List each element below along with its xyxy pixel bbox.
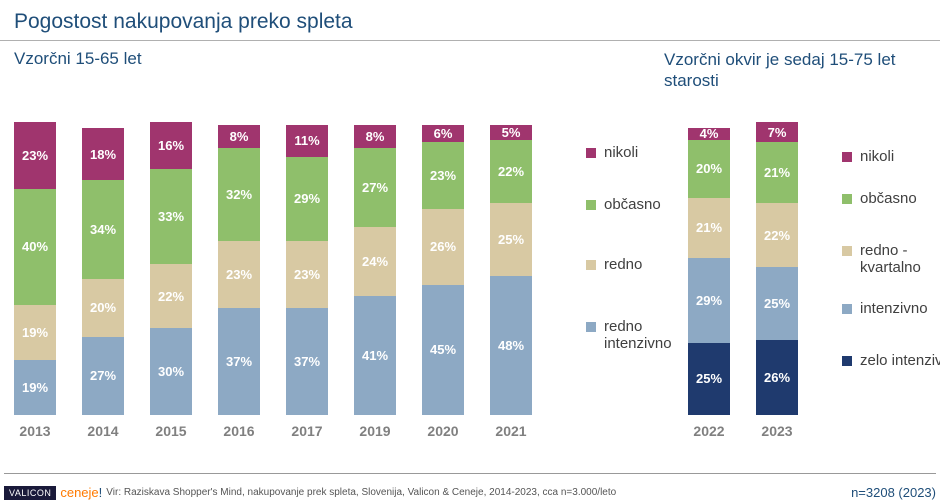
year-label-2016: 2016: [223, 423, 254, 439]
year-label-2022: 2022: [693, 423, 724, 439]
seg-2020-redno_intenzivno: 45%: [422, 285, 464, 416]
seg-2015-redno: 22%: [150, 264, 192, 328]
seg-2016-redno_intenzivno: 37%: [218, 308, 260, 415]
legend-label: redno: [604, 256, 642, 273]
year-label-2020: 2020: [427, 423, 458, 439]
seg-2022-zelo_intenzivno: 25%: [688, 343, 730, 416]
chart-title: Pogostost nakupovanja preko spleta: [0, 0, 940, 41]
year-label-2013: 2013: [19, 423, 50, 439]
seg-2020-obcasno: 23%: [422, 142, 464, 209]
bar-2013: 19%19%40%23%2013: [14, 122, 56, 415]
subtitle-row: Vzorčni 15-65 let Vzorčni okvir je sedaj…: [0, 41, 940, 92]
legend-label: občasno: [604, 196, 661, 213]
legend-swatch: [586, 200, 596, 210]
bar-2014: 27%20%34%18%2014: [82, 128, 124, 415]
legend-label: nikoli: [604, 144, 638, 161]
chart-area: 19%19%40%23%201327%20%34%18%201430%22%33…: [14, 108, 926, 443]
legend-label: intenzivno: [860, 300, 928, 317]
seg-2015-obcasno: 33%: [150, 169, 192, 265]
seg-2021-nikoli: 5%: [490, 125, 532, 140]
legend-item: nikoli: [586, 144, 708, 161]
footer-n: n=3208 (2023): [851, 485, 936, 500]
legend-label: zelo intenzivno: [860, 352, 940, 369]
legend-item: redno intenzivno: [586, 318, 708, 353]
seg-2014-redno_intenzivno: 27%: [82, 337, 124, 415]
seg-2022-nikoli: 4%: [688, 128, 730, 140]
bar-2017: 37%23%29%11%2017: [286, 125, 328, 415]
legend-item: občasno: [586, 196, 708, 213]
seg-2020-nikoli: 6%: [422, 125, 464, 142]
legend-swatch: [842, 246, 852, 256]
seg-2019-redno_intenzivno: 41%: [354, 296, 396, 415]
bar-2021: 48%25%22%5%2021: [490, 125, 532, 415]
footer: VALICON ceneje! Vir: Raziskava Shopper's…: [4, 485, 936, 500]
legend-swatch: [586, 260, 596, 270]
legend-swatch: [586, 322, 596, 332]
seg-2019-redno: 24%: [354, 227, 396, 297]
logo-ceneje: ceneje!: [60, 485, 102, 500]
seg-2020-redno: 26%: [422, 209, 464, 284]
seg-2013-redno: 19%: [14, 305, 56, 360]
seg-2021-obcasno: 22%: [490, 140, 532, 204]
year-label-2017: 2017: [291, 423, 322, 439]
year-label-2014: 2014: [87, 423, 118, 439]
seg-2019-obcasno: 27%: [354, 148, 396, 226]
seg-2014-redno: 20%: [82, 279, 124, 337]
seg-2016-obcasno: 32%: [218, 148, 260, 241]
seg-2017-nikoli: 11%: [286, 125, 328, 157]
seg-2023-redno_kvartalno: 22%: [756, 203, 798, 267]
legend-swatch: [586, 148, 596, 158]
seg-2014-obcasno: 34%: [82, 180, 124, 279]
seg-2019-nikoli: 8%: [354, 125, 396, 148]
legend-label: nikoli: [860, 148, 894, 165]
seg-2014-nikoli: 18%: [82, 128, 124, 180]
seg-2013-nikoli: 23%: [14, 122, 56, 189]
footer-rule: [4, 473, 936, 474]
legend-label: občasno: [860, 190, 917, 207]
bar-2023: 26%25%22%21%7%2023: [756, 122, 798, 415]
subtitle-left: Vzorčni 15-65 let: [14, 49, 574, 92]
seg-2017-redno_intenzivno: 37%: [286, 308, 328, 415]
legend-swatch: [842, 356, 852, 366]
year-label-2019: 2019: [359, 423, 390, 439]
legend-swatch: [842, 194, 852, 204]
seg-2017-obcasno: 29%: [286, 157, 328, 241]
seg-2015-redno_intenzivno: 30%: [150, 328, 192, 415]
legend-item: redno: [586, 256, 708, 273]
seg-2021-redno: 25%: [490, 203, 532, 276]
footer-source: Vir: Raziskava Shopper's Mind, nakupovan…: [106, 487, 616, 498]
logo-valicon: VALICON: [4, 486, 56, 500]
seg-2016-nikoli: 8%: [218, 125, 260, 148]
legend-swatch: [842, 152, 852, 162]
seg-2017-redno: 23%: [286, 241, 328, 308]
year-label-2021: 2021: [495, 423, 526, 439]
bar-2016: 37%23%32%8%2016: [218, 125, 260, 415]
seg-2013-obcasno: 40%: [14, 189, 56, 305]
seg-2015-nikoli: 16%: [150, 122, 192, 168]
legend-item: občasno: [842, 190, 940, 207]
seg-2013-redno_intenzivno: 19%: [14, 360, 56, 415]
legend-item: nikoli: [842, 148, 940, 165]
bar-2020: 45%26%23%6%2020: [422, 125, 464, 415]
legend-label: redno - kvartalno: [860, 242, 940, 277]
seg-2023-nikoli: 7%: [756, 122, 798, 142]
seg-2023-intenzivno: 25%: [756, 267, 798, 340]
legend-item: intenzivno: [842, 300, 940, 317]
seg-2016-redno: 23%: [218, 241, 260, 308]
seg-2021-redno_intenzivno: 48%: [490, 276, 532, 415]
subtitle-right: Vzorčni okvir je sedaj 15-75 let starost…: [574, 49, 926, 92]
seg-2023-obcasno: 21%: [756, 142, 798, 203]
legend-item: zelo intenzivno: [842, 352, 940, 369]
year-label-2023: 2023: [761, 423, 792, 439]
legend-item: redno - kvartalno: [842, 242, 940, 277]
legend-swatch: [842, 304, 852, 314]
bar-2015: 30%22%33%16%2015: [150, 122, 192, 415]
bar-2019: 41%24%27%8%2019: [354, 125, 396, 415]
year-label-2015: 2015: [155, 423, 186, 439]
legend-label: redno intenzivno: [604, 318, 708, 353]
seg-2023-zelo_intenzivno: 26%: [756, 340, 798, 415]
